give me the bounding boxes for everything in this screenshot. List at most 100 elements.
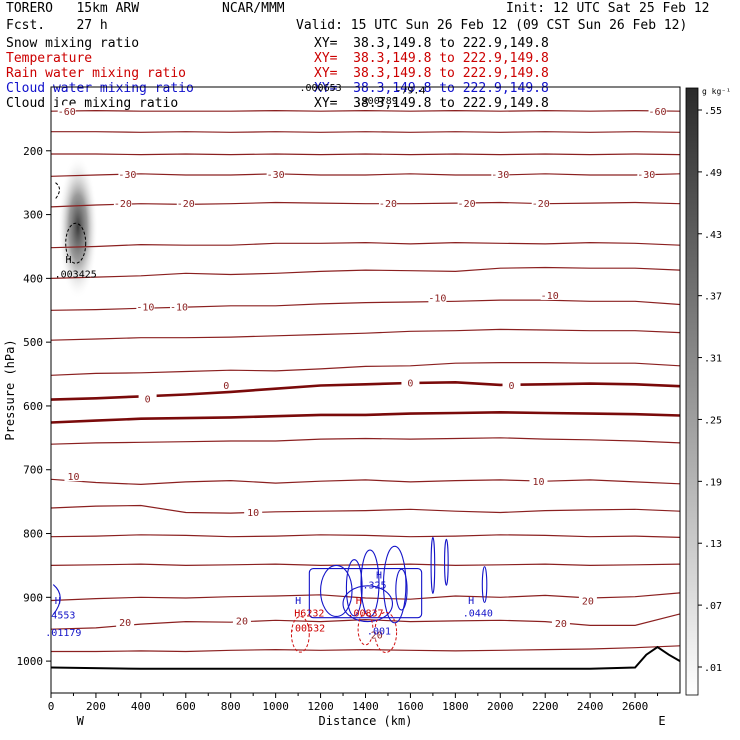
contour-label-bg (551, 616, 570, 628)
contour-label-bg (378, 197, 397, 209)
temperature-label: 10 (67, 472, 79, 483)
organization: NCAR/MMM (222, 1, 285, 16)
colorbar-tick-label: .01 (704, 663, 722, 674)
contour-label-bg (116, 616, 135, 628)
legend-field-xy: XY= 38.3,149.8 to 222.9,149.8 (314, 36, 549, 51)
temperature-label: -10 (136, 302, 154, 313)
x-tick-label: 400 (131, 700, 151, 713)
temperature-contour (50, 437, 681, 445)
y-tick-label: 500 (23, 336, 43, 349)
cloud-water-contour (308, 568, 423, 619)
x-axis-title: Distance (km) (319, 714, 413, 728)
temperature-label: -20 (379, 199, 397, 210)
temperature-contour (50, 201, 681, 208)
legend-field-label: Cloud water mixing ratio (6, 81, 194, 96)
colorbar-tick-label: .13 (704, 539, 722, 550)
forecast-hour: Fcst. 27 h (6, 18, 108, 33)
field-annotation: .003425 (55, 269, 97, 280)
temperature-contour (50, 173, 681, 177)
y-axis-title: Pressure (hPa) (3, 339, 17, 440)
x-tick-label: 2200 (532, 700, 559, 713)
temperature-contour (50, 410, 681, 424)
x-tick-label: 1400 (352, 700, 379, 713)
contour-label-bg (57, 105, 76, 117)
snow-mixing-contour (65, 222, 87, 264)
contour-label-bg (529, 475, 548, 487)
cloud-water-contour (481, 566, 488, 603)
contour-label-bg (170, 300, 189, 312)
temperature-contour (51, 131, 681, 133)
temperature-contour (50, 109, 681, 112)
temperature-contour (50, 241, 681, 249)
temperature-contour (51, 645, 681, 653)
cloud-water-contour (320, 564, 353, 618)
terrain-line (50, 645, 681, 670)
y-tick-label: 900 (23, 591, 43, 604)
colorbar-tick-label: .37 (704, 292, 722, 303)
x-tick-label: 2000 (487, 700, 514, 713)
contour-label-bg (637, 167, 656, 179)
contour-label-bg (113, 197, 132, 209)
x-tick-label: 1600 (397, 700, 424, 713)
temperature-label: 20 (119, 618, 131, 629)
field-annotation: 4553 (51, 611, 75, 622)
colorbar-tick-label: .07 (704, 601, 722, 612)
field-annotation: .001 (367, 626, 391, 637)
field-annotation: H (66, 255, 72, 266)
temperature-label: -30 (637, 170, 655, 181)
x-tick-label: 800 (221, 700, 241, 713)
colorbar (685, 87, 699, 696)
x-tick-label: 2400 (577, 700, 604, 713)
field-annotation: .01179 (45, 628, 81, 639)
temperature-label: 20 (371, 630, 383, 641)
legend-field-xy: XY= 38.3,149.8 to 222.9,149.8 (314, 66, 549, 81)
cloud-ice-contour (55, 182, 60, 199)
temperature-contour (51, 153, 681, 156)
legend-field-label: Temperature (6, 51, 93, 66)
temperature-contour (50, 362, 681, 376)
x-tick-label: 0 (48, 700, 55, 713)
temperature-contour (50, 563, 681, 567)
x-tick-label: 2600 (622, 700, 649, 713)
contour-label-bg (648, 105, 667, 117)
temperature-label: -30 (267, 170, 285, 181)
temperature-label: -20 (458, 199, 476, 210)
cloud-water-contour (395, 568, 408, 611)
temperature-label: 20 (555, 619, 567, 630)
contour-label-bg (457, 197, 476, 209)
temperature-label: -60 (649, 107, 667, 118)
field-annotation: .325 (362, 581, 386, 592)
temperature-label: 0 (509, 381, 515, 392)
temperature-label: -60 (58, 107, 76, 118)
temperature-label: -20 (114, 199, 132, 210)
east-endpoint-label: E (658, 714, 665, 728)
temperature-label: -20 (532, 199, 550, 210)
x-tick-label: 600 (176, 700, 196, 713)
cloud-water-contour (444, 538, 449, 586)
temperature-label: -10 (170, 302, 188, 313)
temperature-contour (50, 266, 681, 279)
contour-label-bg (367, 628, 386, 640)
init-time: Init: 12 UTC Sat 25 Feb 12 (506, 1, 710, 16)
legend-field-label: Rain water mixing ratio (6, 66, 187, 81)
field-annotation: H6232 (294, 609, 324, 620)
contour-label-bg (502, 378, 521, 390)
temperature-contour (50, 504, 681, 514)
y-tick-label: 400 (23, 272, 43, 285)
rain-water-contour (374, 611, 398, 653)
colorbar-tick-label: .25 (704, 415, 722, 426)
legend-field-xy: XY= 38.3,149.8 to 222.9,149.8 (314, 81, 549, 96)
temperature-label: 0 (145, 394, 151, 405)
contour-label-bg (118, 167, 137, 179)
field-annotation: H (55, 596, 61, 607)
contour-label-bg (540, 288, 559, 300)
temperature-label: 10 (532, 477, 544, 488)
colorbar-tick-label: .31 (704, 354, 722, 365)
cloud-water-contour (345, 559, 363, 617)
temperature-label: -10 (541, 291, 559, 302)
cloud-water-contour (342, 585, 394, 623)
y-tick-label: 200 (23, 145, 43, 158)
y-tick-label: 1000 (17, 655, 44, 668)
x-tick-label: 1800 (442, 700, 469, 713)
